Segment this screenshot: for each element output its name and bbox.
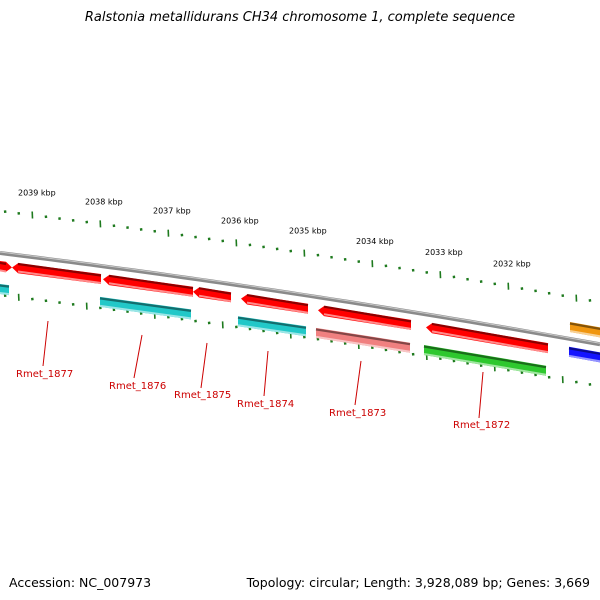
ruler-label-2038: 2038 kbp: [85, 197, 123, 206]
feature-rmet-1874-top-shade: [246, 294, 309, 307]
backbone-group: [0, 251, 600, 347]
feature-edge-right-blue: [568, 346, 600, 363]
feature-rmet-1876-bottom-highlight: [108, 282, 194, 297]
feature-edge-right-orange: [569, 322, 600, 338]
feature-edge-left-cyan-bottom-highlight: [0, 292, 10, 296]
feature-rmet-1873-body: [318, 306, 411, 330]
gene-label-rmet-1872[interactable]: Rmet_1872: [453, 420, 510, 431]
feature-cyan-1-top-shade: [99, 297, 192, 312]
feature-edge-left-red: [0, 261, 12, 273]
summary-text: Topology: circular; Length: 3,928,089 bp…: [246, 575, 590, 590]
feature-green: [423, 345, 547, 376]
feature-edge-right-blue-bottom-highlight: [568, 354, 600, 363]
leader-line-rmet-1877: [42, 320, 49, 367]
feature-pink: [315, 327, 411, 353]
feature-cyan-2-bottom-highlight: [237, 324, 307, 337]
feature-rmet-1877-bottom-highlight: [17, 270, 102, 284]
feature-cyan-1-bottom-highlight: [99, 304, 192, 320]
feature-rmet-1873: [318, 305, 412, 330]
feature-rmet-1875: [193, 287, 232, 303]
feature-green-top-shade: [423, 345, 547, 369]
leader-line-rmet-1873: [354, 360, 362, 406]
feature-edge-left-red-top-shade: [0, 261, 7, 266]
gene-label-rmet-1877[interactable]: Rmet_1877: [16, 369, 73, 380]
feature-pink-bottom-highlight: [315, 335, 411, 353]
feature-rmet-1875-top-shade: [198, 287, 232, 295]
feature-edge-right-orange-bottom-highlight: [569, 330, 600, 338]
backbone: [0, 251, 600, 347]
feature-edge-left-cyan-top-shade: [0, 284, 10, 288]
feature-cyan-2-top-shade: [237, 316, 307, 329]
feature-edge-left-red-bottom-highlight: [0, 269, 7, 273]
leader-line-rmet-1874: [263, 350, 269, 397]
feature-rmet-1872-bottom-highlight: [431, 330, 549, 354]
feature-green-bottom-highlight: [423, 353, 547, 376]
ruler-label-2033: 2033 kbp: [425, 248, 463, 257]
feature-rmet-1877-body: [12, 263, 101, 284]
ruler-label-2032: 2032 kbp: [493, 260, 531, 269]
feature-tracks: [0, 261, 600, 376]
gene-label-rmet-1873[interactable]: Rmet_1873: [329, 408, 386, 419]
feature-cyan-1: [99, 296, 192, 320]
feature-rmet-1875-bottom-highlight: [198, 294, 232, 303]
gene-label-rmet-1874[interactable]: Rmet_1874: [237, 399, 294, 410]
feature-pink-top-shade: [315, 328, 411, 346]
gene-label-rmet-1876[interactable]: Rmet_1876: [109, 381, 166, 392]
ruler-ticks: [3, 210, 592, 386]
feature-edge-right-orange-top-shade: [569, 322, 600, 330]
backbone-highlight: [0, 251, 600, 344]
ruler-labels: 2039 kbp 2038 kbp 2037 kbp 2036 kbp 2035 kbp…: [18, 189, 531, 269]
feature-rmet-1874: [241, 294, 309, 314]
feature-edge-left-cyan: [0, 284, 10, 296]
feature-rmet-1872-top-shade: [431, 322, 549, 346]
feature-rmet-1874-bottom-highlight: [246, 301, 309, 314]
ruler-label-2034: 2034 kbp: [356, 237, 394, 246]
feature-rmet-1873-top-shade: [323, 305, 412, 323]
feature-rmet-1876-top-shade: [108, 274, 194, 290]
feature-cyan-2: [237, 316, 307, 337]
feature-rmet-1872: [426, 322, 549, 354]
feature-rmet-1876-body: [103, 275, 193, 297]
map-title: Ralstonia metallidurans CH34 chromosome …: [84, 10, 516, 25]
ruler-label-2039: 2039 kbp: [18, 189, 56, 198]
leader-line-rmet-1875: [200, 342, 208, 389]
feature-edge-right-blue-top-shade: [568, 347, 600, 355]
feature-rmet-1876: [103, 274, 194, 297]
feature-rmet-1874-body: [241, 294, 308, 314]
feature-rmet-1877-top-shade: [17, 262, 102, 277]
ruler-label-2036: 2036 kbp: [221, 216, 259, 225]
accession-text: Accession: NC_007973: [9, 575, 152, 590]
ruler-label-2035: 2035 kbp: [289, 227, 327, 236]
ruler-label-2037: 2037 kbp: [153, 207, 191, 216]
feature-rmet-1877: [12, 262, 102, 284]
feature-rmet-1873-bottom-highlight: [323, 313, 412, 330]
gene-labels: Rmet_1877 Rmet_1876 Rmet_1875 Rmet_1874 Rmet…: [16, 320, 510, 431]
leader-line-rmet-1872: [478, 371, 484, 419]
leader-line-rmet-1876: [133, 334, 143, 379]
gene-label-rmet-1875[interactable]: Rmet_1875: [174, 390, 231, 401]
